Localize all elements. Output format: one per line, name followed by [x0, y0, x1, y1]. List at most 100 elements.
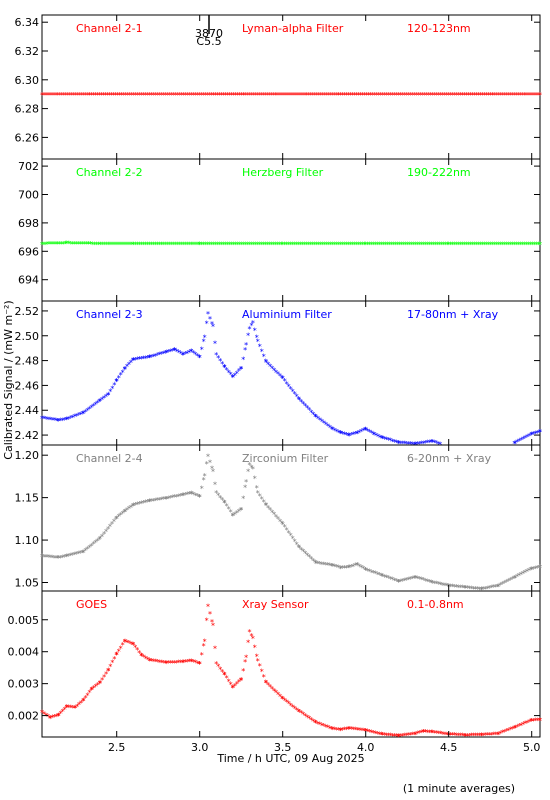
data-point: * — [71, 413, 75, 422]
data-point: * — [189, 91, 193, 100]
y-tick-label: 6.26 — [15, 131, 40, 144]
data-point: * — [378, 433, 382, 442]
data-point: * — [261, 91, 265, 100]
data-point: * — [131, 240, 135, 249]
data-point: * — [169, 240, 173, 249]
data-point: * — [157, 240, 161, 249]
data-point: * — [54, 240, 58, 249]
data-point: * — [56, 554, 60, 563]
data-point: * — [149, 240, 153, 249]
data-point: * — [490, 584, 494, 593]
data-point: * — [135, 501, 139, 510]
data-point: * — [368, 728, 372, 737]
data-point: * — [239, 676, 243, 685]
data-point: * — [316, 720, 320, 729]
data-point: * — [432, 91, 436, 100]
data-point: * — [370, 568, 374, 577]
data-point: * — [126, 91, 130, 100]
data-point: * — [384, 731, 388, 740]
data-point: * — [52, 554, 56, 563]
data-point: * — [534, 717, 538, 726]
data-point: * — [141, 355, 145, 364]
data-point: * — [77, 240, 81, 249]
data-point: * — [60, 240, 64, 249]
data-point: * — [530, 431, 534, 440]
data-point: * — [48, 416, 52, 425]
data-point: * — [353, 430, 357, 439]
data-point: * — [478, 91, 482, 100]
data-point: * — [301, 240, 305, 249]
data-point: * — [366, 567, 370, 576]
data-point: * — [264, 501, 268, 510]
data-point: * — [385, 91, 389, 100]
data-point: * — [120, 240, 124, 249]
data-point: * — [133, 643, 137, 652]
data-point: * — [56, 240, 60, 249]
data-point: * — [508, 91, 512, 100]
panel-annotation: Herzberg Filter — [242, 166, 324, 179]
data-point: * — [414, 91, 418, 100]
data-point: * — [262, 498, 266, 507]
y-tick-label: 2.44 — [15, 404, 40, 417]
data-point: * — [112, 655, 116, 664]
data-point: * — [297, 240, 301, 249]
data-point: * — [214, 660, 218, 669]
data-point: * — [220, 240, 224, 249]
data-point: * — [287, 240, 291, 249]
data-point: * — [175, 347, 179, 356]
data-point: * — [482, 91, 486, 100]
data-point: * — [453, 583, 457, 592]
data-point: * — [488, 584, 492, 593]
data-point: * — [484, 585, 488, 594]
data-point: * — [79, 549, 83, 558]
data-point: * — [488, 731, 492, 740]
data-point: * — [172, 346, 176, 355]
data-point: * — [241, 495, 245, 504]
data-point: * — [106, 91, 110, 100]
data-point: * — [241, 91, 245, 100]
data-point: * — [279, 240, 283, 249]
data-point: * — [227, 368, 231, 377]
data-point: * — [139, 240, 143, 249]
data-point: * — [419, 240, 423, 249]
data-point: * — [244, 341, 248, 350]
data-point: * — [219, 91, 223, 100]
data-point: * — [388, 240, 392, 249]
data-point: * — [166, 348, 170, 357]
data-point: * — [498, 240, 502, 249]
data-point: * — [474, 91, 478, 100]
data-point: * — [44, 91, 48, 100]
data-point: * — [276, 370, 280, 379]
data-point: * — [343, 726, 347, 735]
data-point: * — [345, 725, 349, 734]
data-point: * — [463, 584, 467, 593]
data-point: * — [521, 570, 525, 579]
y-tick-label: 698 — [18, 217, 39, 230]
data-point: * — [295, 91, 299, 100]
data-point: * — [352, 240, 356, 249]
data-point: * — [517, 437, 521, 446]
data-point: * — [332, 562, 336, 571]
data-point: * — [397, 578, 401, 587]
data-point: * — [454, 91, 458, 100]
data-point: * — [181, 351, 185, 360]
data-point: * — [342, 240, 346, 249]
data-point: * — [528, 91, 532, 100]
data-point: * — [494, 91, 498, 100]
data-point: * — [106, 391, 110, 400]
data-point: * — [307, 715, 311, 724]
data-point: * — [299, 546, 303, 555]
data-point: * — [85, 545, 89, 554]
data-point: * — [114, 91, 118, 100]
data-point: * — [187, 348, 191, 357]
data-point: * — [425, 240, 429, 249]
data-point: * — [269, 91, 273, 100]
data-point: * — [357, 562, 361, 571]
data-point: * — [297, 395, 301, 404]
data-point: * — [147, 240, 151, 249]
data-point: * — [263, 91, 267, 100]
data-point: * — [165, 240, 169, 249]
data-point: * — [482, 731, 486, 740]
data-point: * — [96, 91, 100, 100]
data-point: * — [487, 240, 491, 249]
